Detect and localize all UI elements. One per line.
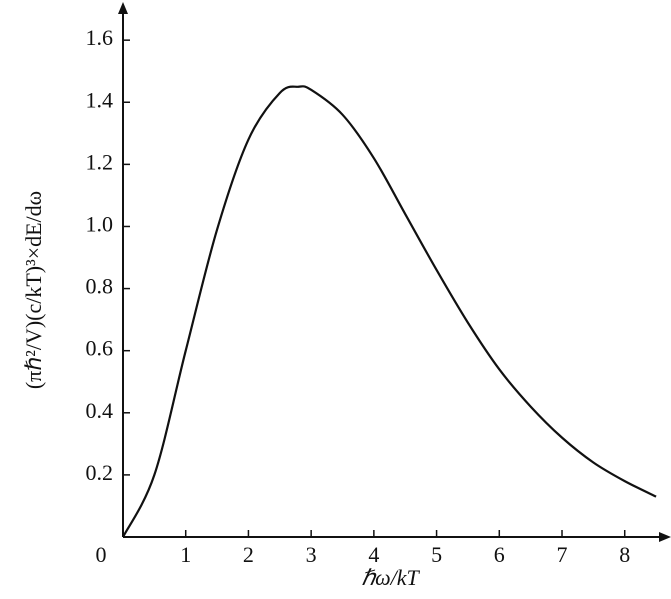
x-tick-label: 0 xyxy=(96,542,107,567)
y-axis-label: (πℏ²/V)(c/kT)³×dE/dω xyxy=(21,191,46,389)
x-tick-label: 8 xyxy=(619,542,630,567)
y-tick-label: 1.2 xyxy=(86,149,114,174)
x-tick-label: 4 xyxy=(368,542,379,567)
y-tick-label: 1.0 xyxy=(86,212,114,237)
y-tick-label: 1.6 xyxy=(86,25,114,50)
x-tick-label: 3 xyxy=(306,542,317,567)
x-tick-label: 1 xyxy=(180,542,191,567)
x-tick-label: 5 xyxy=(431,542,442,567)
y-tick-label: 0.2 xyxy=(86,460,114,485)
y-tick-label: 0.6 xyxy=(86,336,114,361)
y-tick-label: 0.4 xyxy=(86,398,114,423)
x-axis-arrow xyxy=(659,532,671,542)
y-axis-arrow xyxy=(118,2,128,14)
y-tick-label: 0.8 xyxy=(86,274,114,299)
x-axis-label: ℏω/kT xyxy=(361,565,420,590)
curve xyxy=(122,85,657,538)
x-tick-label: 7 xyxy=(557,542,568,567)
y-tick-label: 1.4 xyxy=(86,87,114,112)
x-tick-label: 6 xyxy=(494,542,505,567)
x-tick-label: 2 xyxy=(243,542,254,567)
